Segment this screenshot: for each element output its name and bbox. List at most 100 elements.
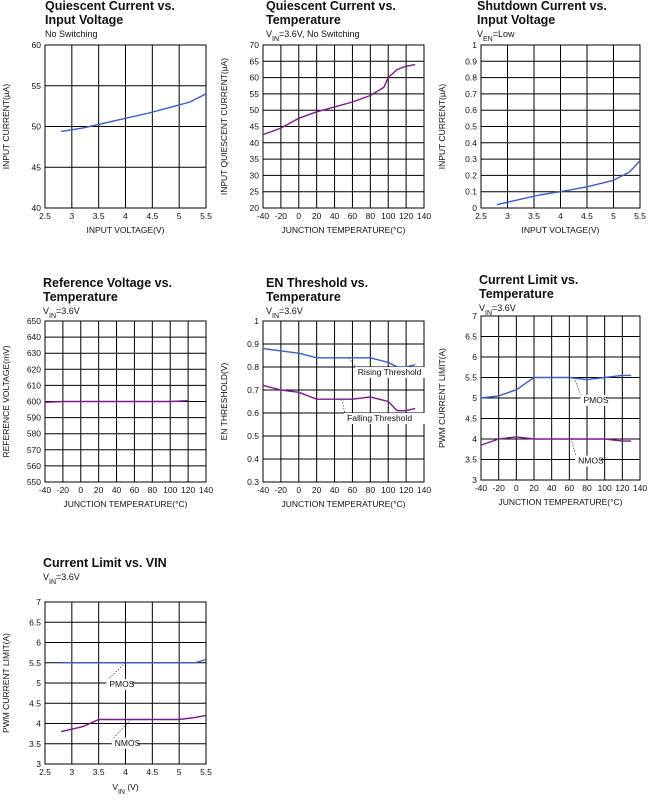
text-part: =3.6V, No Switching: [279, 29, 359, 39]
series-line-1: [262, 63, 416, 136]
annotation-leader: [573, 377, 582, 397]
y-tick-label: 4: [472, 434, 477, 444]
x-tick-label: 140: [417, 211, 431, 221]
x-tick-label: 5.5: [200, 211, 212, 221]
y-tick-label: 40: [250, 138, 260, 148]
chart-title-line: Quiescent Current vs.: [266, 0, 396, 13]
annotation-background: [580, 394, 607, 406]
y-axis-label: INPUT CURRENT(µA): [1, 84, 11, 170]
x-tick-label: -20: [57, 485, 70, 495]
y-tick-label: 0.6: [247, 408, 259, 418]
annotation-leader: [570, 438, 577, 457]
chart-2: Quiescent Current vs.Temperature VIN=3.6V…: [219, 0, 431, 235]
series-line-1: [262, 347, 416, 368]
x-tick-label: 60: [565, 483, 575, 493]
text-part: No Switching: [45, 29, 98, 39]
chart-title-line: Temperature: [266, 290, 341, 304]
x-tick-label: 60: [348, 485, 358, 495]
x-tick-label: 80: [366, 211, 376, 221]
grid: [481, 45, 640, 208]
subscript-text: IN: [49, 313, 56, 320]
y-tick-label: 0.4: [247, 454, 259, 464]
y-tick-label: 0.7: [465, 89, 477, 99]
x-tick-label: 2.5: [39, 767, 51, 777]
text-part: =Low: [493, 29, 515, 39]
chart-title-line: Temperature: [266, 13, 341, 27]
y-tick-label: 7: [472, 311, 477, 321]
x-tick-label: -20: [493, 483, 506, 493]
y-tick-label: 25: [250, 187, 260, 197]
x-tick-label: 100: [163, 485, 177, 495]
chart-subtitle: VIN=3.6V: [43, 306, 80, 320]
chart-title-line: EN Threshold vs.: [266, 276, 368, 290]
x-tick-label: 2.5: [39, 211, 51, 221]
series-line-1: [480, 374, 632, 399]
chart-subtitle: VIN=3.6V, No Switching: [266, 29, 359, 43]
x-tick-label: 120: [399, 211, 413, 221]
y-axis-label: EN THRESHOLD(V): [219, 362, 229, 440]
x-axis-label: INPUT VOLTAGE(V): [87, 225, 165, 235]
annotation-background: [344, 413, 434, 425]
chart-1: Quiescent Current vs.Input Voltage No Swi…: [1, 0, 212, 235]
x-tick-label: 20: [529, 483, 539, 493]
x-axis-label: JUNCTION TEMPERATURE(°C): [499, 497, 623, 507]
x-tick-label: 4: [123, 767, 128, 777]
text-part: V: [112, 782, 118, 792]
x-tick-label: 140: [417, 485, 431, 495]
y-tick-label: 0.4: [465, 138, 477, 148]
x-tick-label: 20: [312, 211, 322, 221]
y-tick-label: 1: [254, 316, 259, 326]
chart-subtitle: VIN=3.6V: [43, 572, 80, 586]
annotation-label: Falling Threshold: [347, 413, 412, 423]
y-tick-label: 0.8: [465, 73, 477, 83]
x-tick-label: 2.5: [475, 211, 487, 221]
x-tick-label: 5: [177, 767, 182, 777]
chart-title-line: Input Voltage: [45, 13, 123, 27]
x-tick-label: 40: [112, 485, 122, 495]
x-tick-label: 0: [78, 485, 83, 495]
plot-frame: [44, 44, 207, 209]
chart-subtitle: VEN=Low: [477, 29, 515, 43]
text-part: V: [477, 29, 483, 39]
x-tick-label: 5.5: [634, 211, 646, 221]
y-tick-label: 0.3: [465, 154, 477, 164]
x-tick-label: 100: [381, 211, 395, 221]
text-part: =3.6V: [492, 303, 516, 313]
chart-subtitle: VIN=3.6V: [479, 303, 516, 317]
annotation-label: Rising Threshold: [358, 367, 422, 377]
y-tick-label: 5: [472, 393, 477, 403]
annotation-label: NMOS: [578, 456, 604, 466]
y-tick-label: 30: [250, 170, 260, 180]
chart-title-line: Current Limit vs.: [479, 273, 578, 287]
text-part: =3.6V: [56, 572, 80, 582]
x-tick-label: 60: [348, 211, 358, 221]
annotation-background: [575, 455, 601, 467]
grid: [263, 45, 424, 208]
chart-title-line: Reference Voltage vs.: [43, 276, 172, 290]
text-part: =3.6V: [56, 306, 80, 316]
y-tick-label: 60: [250, 73, 260, 83]
chart-subtitle: VIN=3.6V: [266, 306, 303, 320]
chart-3: Shutdown Current vs.Input Voltage VEN=Low…: [437, 0, 646, 235]
text-part: (V): [125, 782, 139, 792]
y-tick-label: 590: [27, 413, 41, 423]
plot-frame: [44, 601, 207, 765]
plot-frame: [480, 44, 641, 209]
text-part: V: [266, 306, 272, 316]
y-tick-label: 650: [27, 316, 41, 326]
y-tick-label: 570: [27, 445, 41, 455]
x-tick-label: 0: [296, 211, 301, 221]
y-tick-label: 0: [472, 203, 477, 213]
annotation-background: [106, 679, 132, 691]
y-tick-label: 3.5: [465, 455, 477, 465]
y-tick-label: 0.9: [465, 56, 477, 66]
x-tick-label: 3.5: [93, 211, 105, 221]
y-tick-label: 3: [36, 759, 41, 769]
subscript-text: IN: [118, 789, 125, 796]
chart-title-line: Input Voltage: [477, 13, 555, 27]
y-axis-label: INPUT CURRENT(µA): [437, 84, 447, 170]
x-tick-label: -40: [475, 483, 488, 493]
subscript-text: EN: [483, 36, 493, 43]
y-tick-label: 45: [32, 162, 42, 172]
grid: [263, 321, 424, 482]
